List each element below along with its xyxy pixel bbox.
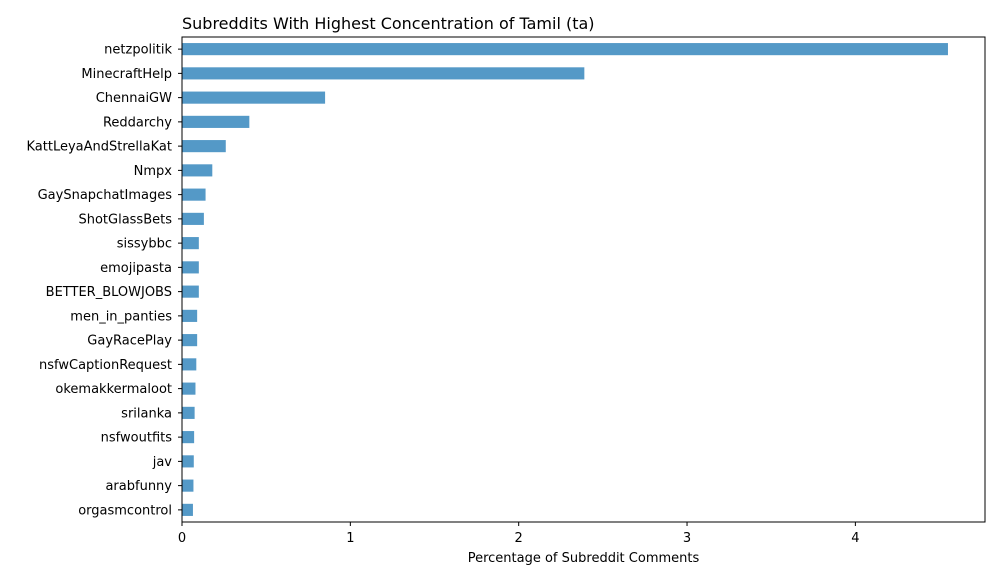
bar-ChennaiGW (182, 91, 326, 104)
y-tick-label: ChennaiGW (96, 91, 172, 106)
bar-GayRacePlay (182, 334, 198, 347)
x-tick-label: 0 (178, 531, 186, 546)
bar-okemakkermaloot (182, 382, 196, 395)
y-tick-label: nsfwCaptionRequest (39, 358, 172, 373)
y-tick-label: KattLeyaAndStrellaKat (27, 140, 172, 155)
bar-nsfwoutfits (182, 431, 195, 444)
x-tick-label: 4 (851, 531, 859, 546)
bar-sissybbc (182, 237, 199, 250)
bar-MinecraftHelp (182, 67, 585, 80)
y-tick-label: men_in_panties (70, 309, 172, 324)
x-axis-label: Percentage of Subreddit Comments (468, 551, 700, 566)
bar-jav (182, 455, 194, 468)
y-tick-label: srilanka (121, 406, 172, 421)
bar-emojipasta (182, 261, 199, 274)
y-tick-label: Nmpx (134, 164, 173, 179)
y-axis-ticks: netzpolitik MinecraftHelp ChennaiGW Reddarc… (27, 43, 182, 518)
bar-BETTER_BLOWJOBS (182, 285, 199, 298)
y-tick-label: jav (152, 455, 173, 470)
x-tick-label: 3 (683, 531, 691, 546)
y-tick-label: Reddarchy (103, 115, 172, 130)
y-tick-label: okemakkermaloot (55, 382, 172, 397)
y-tick-label: BETTER_BLOWJOBS (46, 285, 172, 300)
y-tick-label: GayRacePlay (87, 334, 172, 349)
bar-orgasmcontrol (182, 503, 193, 516)
bar-Reddarchy (182, 115, 250, 128)
y-tick-label: emojipasta (100, 261, 172, 276)
bar-GaySnapchatImages (182, 188, 206, 201)
y-tick-label: sissybbc (117, 237, 172, 252)
bar-men_in_panties (182, 309, 198, 322)
y-tick-label: nsfwoutfits (101, 431, 173, 446)
x-axis-ticks: 0 1 2 3 4 (178, 522, 860, 546)
bar-KattLeyaAndStrellaKat (182, 140, 226, 153)
chart-title: Subreddits With Highest Concentration of… (182, 14, 595, 33)
y-tick-label: netzpolitik (104, 43, 172, 58)
y-tick-label: orgasmcontrol (78, 503, 172, 518)
bars-group (182, 43, 948, 516)
bar-netzpolitik (182, 43, 948, 56)
y-tick-label: arabfunny (105, 479, 172, 494)
y-tick-label: ShotGlassBets (78, 212, 172, 227)
bar-ShotGlassBets (182, 212, 204, 225)
y-tick-label: MinecraftHelp (81, 67, 172, 82)
bar-nsfwCaptionRequest (182, 358, 197, 371)
bar-srilanka (182, 406, 195, 419)
y-tick-label: GaySnapchatImages (38, 188, 173, 203)
plot-frame (181, 36, 986, 523)
x-tick-label: 1 (346, 531, 354, 546)
bar-arabfunny (182, 479, 194, 492)
x-tick-label: 2 (515, 531, 523, 546)
bar-Nmpx (182, 164, 213, 177)
